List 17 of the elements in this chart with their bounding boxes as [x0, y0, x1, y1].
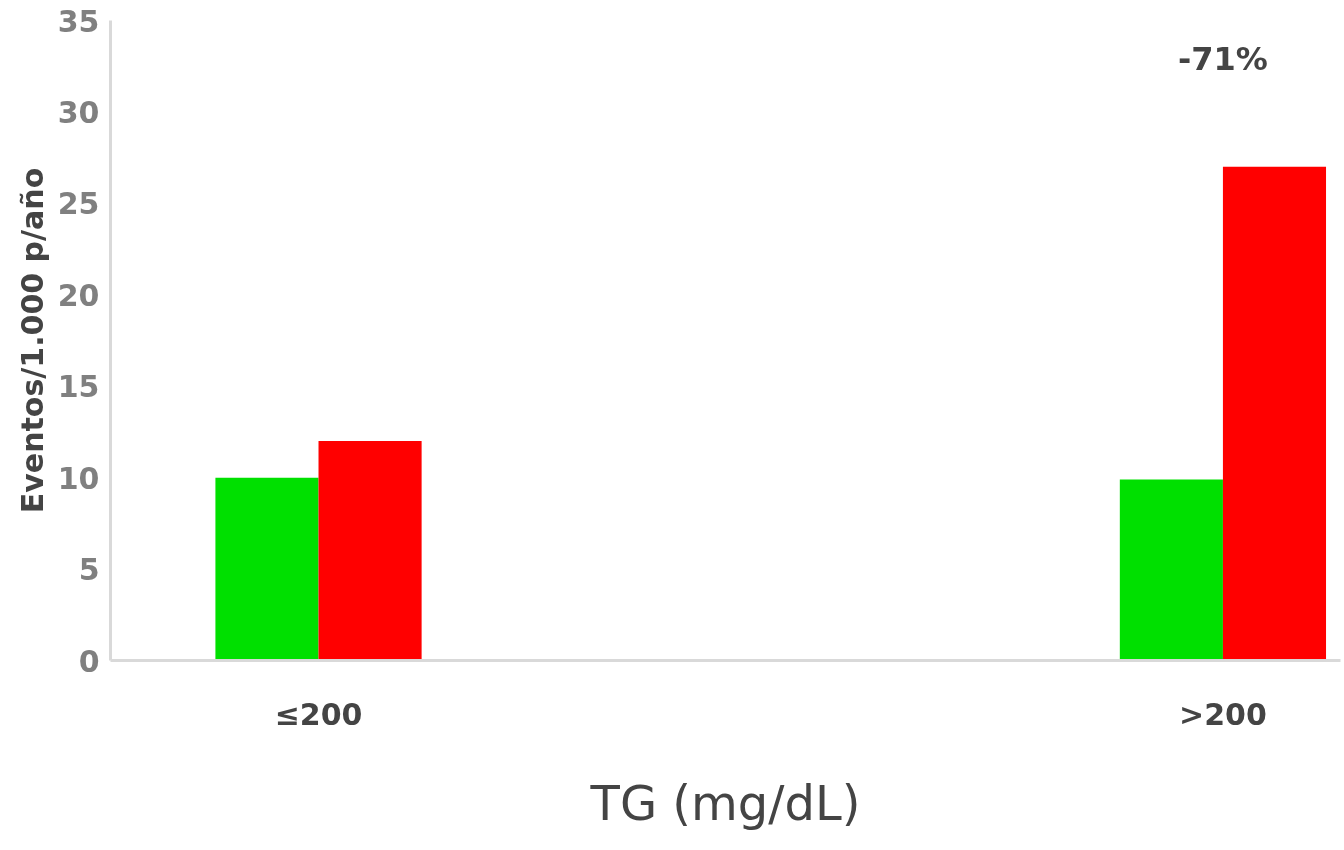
y-tick-label: 0	[78, 643, 100, 679]
bar	[215, 477, 319, 661]
bar	[318, 441, 422, 661]
y-axis-title: Eventos/1.000 p/año	[14, 167, 50, 514]
y-tick-label: 5	[78, 552, 100, 588]
x-tick-label: >200	[1179, 696, 1267, 732]
annotation: -71%	[1177, 39, 1268, 78]
y-tick-label: 15	[57, 369, 100, 405]
x-tick-label: ≤200	[274, 696, 363, 732]
y-tick-label: 25	[57, 186, 100, 222]
bar	[1119, 479, 1223, 661]
x-axis-title: TG (mg/dL)	[589, 774, 861, 831]
y-tick-label: 20	[57, 277, 100, 313]
bar	[1222, 166, 1327, 661]
y-tick-label: 10	[57, 460, 100, 496]
y-tick-label: 35	[57, 3, 100, 39]
y-tick-label: 30	[57, 94, 100, 130]
